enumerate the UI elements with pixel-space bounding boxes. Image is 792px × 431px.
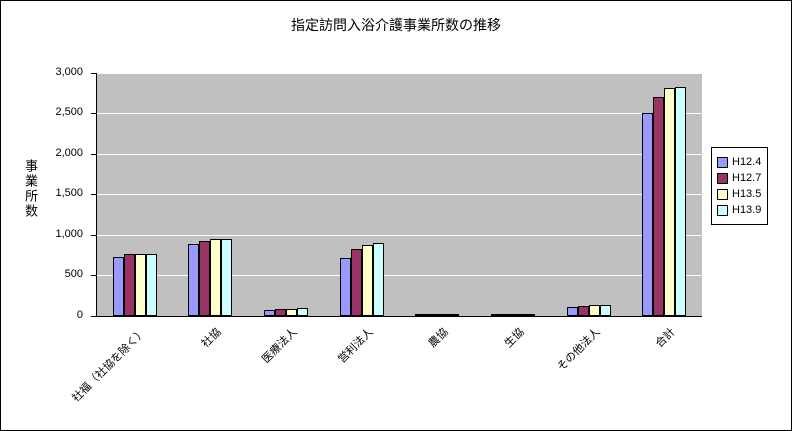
x-tick-label: 社協 [200, 326, 225, 351]
gridline [97, 73, 702, 74]
plot-area [96, 73, 702, 317]
bar-H13.5-0 [135, 254, 146, 316]
x-tick-label: その他法人 [554, 326, 603, 374]
chart-title: 指定訪問入浴介護事業所数の推移 [291, 17, 501, 33]
bar-H12.7-4 [426, 314, 437, 316]
y-tick-mark [91, 316, 96, 317]
gridline [97, 275, 702, 276]
legend-swatch [717, 156, 728, 168]
legend-item-H13.9: H13.9 [717, 204, 761, 216]
y-tick-label: 3,000 [55, 66, 83, 78]
y-tick-mark [91, 235, 96, 236]
y-tick-mark [91, 275, 96, 276]
bar-H13.9-6 [600, 305, 611, 316]
bar-H13.9-7 [675, 87, 686, 316]
legend-label: H12.7 [732, 172, 762, 184]
bar-H12.4-3 [340, 258, 351, 316]
legend-swatch [717, 204, 728, 216]
bar-H13.5-2 [286, 309, 297, 316]
legend-label: H13.5 [732, 188, 762, 200]
bar-H12.7-6 [578, 306, 589, 316]
bar-H13.5-3 [362, 245, 373, 316]
bar-H12.7-0 [124, 254, 135, 316]
bar-H13.5-5 [513, 314, 524, 316]
y-tick-label: 500 [64, 268, 83, 280]
y-tick-mark [91, 194, 96, 195]
legend-label: H13.9 [732, 204, 762, 216]
bar-H13.9-2 [297, 308, 308, 316]
x-tick-label: 農協 [426, 326, 451, 351]
y-tick-label: 2,000 [55, 147, 83, 159]
bar-H12.4-1 [188, 244, 199, 316]
bar-H12.7-1 [199, 241, 210, 316]
x-tick-label: 合計 [653, 326, 678, 351]
legend-item-H12.7: H12.7 [717, 172, 761, 184]
bar-H12.4-0 [113, 257, 124, 316]
bar-H12.7-7 [653, 97, 664, 316]
bar-H12.4-6 [567, 307, 578, 316]
legend-swatch [717, 172, 728, 184]
y-tick-mark [91, 73, 96, 74]
legend-item-H12.4: H12.4 [717, 156, 761, 168]
legend-swatch [717, 188, 728, 200]
x-tick-label: 医療法人 [260, 326, 300, 366]
x-tick-label: 社福（社協を除く） [69, 326, 149, 405]
y-tick-label: 1,000 [55, 228, 83, 240]
gridline [97, 154, 702, 155]
gridline [97, 235, 702, 236]
legend-item-H13.5: H13.5 [717, 188, 761, 200]
bar-H12.7-2 [275, 309, 286, 316]
bar-H13.9-3 [373, 243, 384, 316]
bar-H12.7-3 [351, 249, 362, 316]
bar-H13.9-1 [221, 239, 232, 316]
bar-H12.4-7 [642, 113, 653, 316]
gridline [97, 113, 702, 114]
gridline [97, 194, 702, 195]
y-tick-mark [91, 154, 96, 155]
y-tick-label: 1,500 [55, 187, 83, 199]
bar-H12.4-2 [264, 310, 275, 316]
bar-H12.4-4 [415, 314, 426, 316]
y-tick-label: 0 [76, 309, 83, 321]
legend: H12.4 H12.7 H13.5 H13.9 [711, 147, 769, 225]
bar-H12.4-5 [491, 314, 502, 316]
bar-H13.5-6 [589, 305, 600, 316]
y-axis-title: 事業所数 [23, 159, 38, 219]
y-tick-mark [91, 113, 96, 114]
bar-H12.7-5 [502, 314, 513, 316]
bar-H13.5-7 [664, 88, 675, 316]
y-tick-label: 2,500 [55, 106, 83, 118]
legend-label: H12.4 [732, 156, 762, 168]
x-tick-label: 生協 [502, 326, 527, 351]
bar-H13.9-4 [448, 314, 459, 316]
bar-H13.5-1 [210, 239, 221, 316]
x-tick-label: 営利法人 [335, 326, 376, 366]
bar-H13.5-4 [437, 314, 448, 316]
bar-H13.9-5 [524, 314, 535, 316]
bar-H13.9-0 [146, 254, 157, 316]
